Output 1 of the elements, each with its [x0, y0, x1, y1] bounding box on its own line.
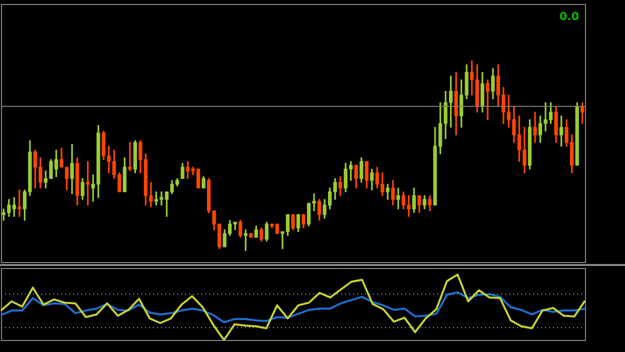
- text: 0.0: [560, 10, 579, 23]
